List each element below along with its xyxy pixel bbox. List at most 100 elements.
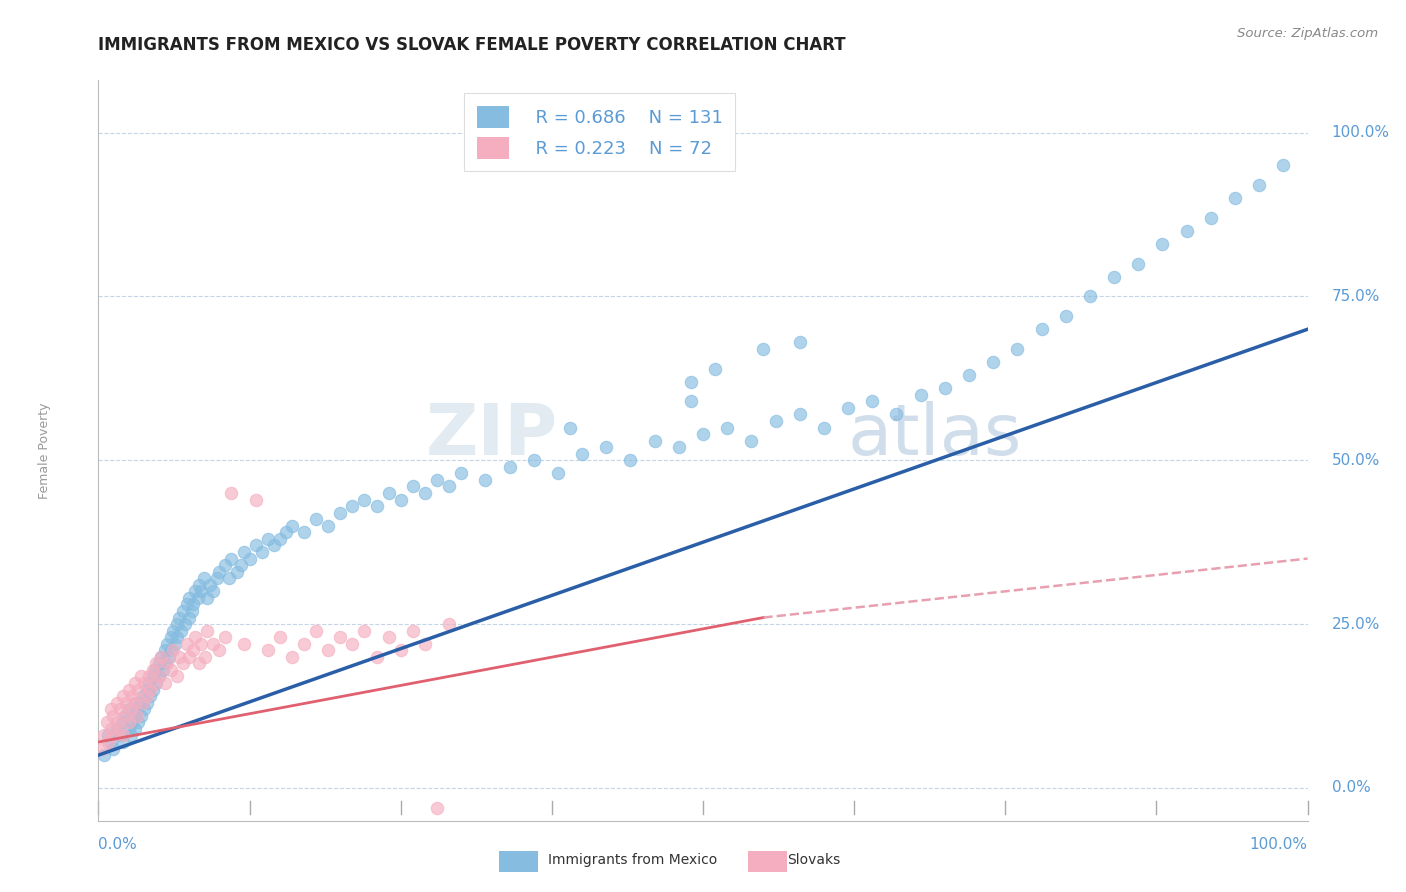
Point: [179, 591, 201, 605]
Point: [198, 578, 221, 592]
Point: [181, 598, 204, 612]
Point: [194, 649, 217, 664]
Point: [886, 408, 908, 422]
Point: [143, 663, 166, 677]
Point: [789, 335, 811, 350]
Point: [245, 539, 267, 553]
Point: [120, 729, 142, 743]
Point: [740, 434, 762, 448]
Point: [232, 545, 254, 559]
Point: [316, 518, 339, 533]
Text: 75.0%: 75.0%: [1331, 289, 1381, 304]
Point: [129, 708, 152, 723]
Point: [1152, 237, 1174, 252]
Point: [202, 584, 225, 599]
Point: [353, 492, 375, 507]
Text: 100.0%: 100.0%: [1250, 837, 1308, 852]
Point: [214, 630, 236, 644]
Point: [156, 657, 179, 671]
Point: [135, 696, 157, 710]
Point: [148, 669, 170, 683]
Point: [162, 643, 184, 657]
Point: [269, 630, 291, 644]
Text: ZIP: ZIP: [426, 401, 558, 470]
Point: [120, 702, 142, 716]
Point: [121, 715, 143, 730]
Point: [169, 610, 191, 624]
Point: [108, 729, 131, 743]
Point: [143, 676, 166, 690]
Point: [679, 375, 702, 389]
Point: [193, 571, 215, 585]
Point: [142, 669, 165, 683]
Point: [644, 434, 666, 448]
Point: [145, 676, 167, 690]
Point: [377, 630, 399, 644]
Point: [765, 414, 787, 428]
Point: [281, 518, 304, 533]
Point: [150, 649, 173, 664]
Point: [135, 689, 157, 703]
Point: [103, 729, 125, 743]
Point: [142, 663, 165, 677]
Point: [789, 408, 811, 422]
Point: [96, 715, 118, 730]
Text: Female Poverty: Female Poverty: [38, 402, 51, 499]
Point: [208, 643, 231, 657]
Point: [218, 571, 240, 585]
Text: atlas: atlas: [848, 401, 1022, 470]
Point: [101, 741, 124, 756]
Point: [250, 545, 273, 559]
Point: [187, 591, 209, 605]
Point: [127, 708, 149, 723]
Point: [111, 715, 134, 730]
Text: 100.0%: 100.0%: [1331, 125, 1389, 140]
Point: [704, 361, 727, 376]
Point: [232, 637, 254, 651]
Point: [619, 453, 641, 467]
Point: [160, 630, 183, 644]
Point: [129, 696, 152, 710]
Point: [124, 722, 146, 736]
Point: [156, 637, 179, 651]
Point: [127, 702, 149, 716]
Point: [221, 486, 243, 500]
Point: [389, 643, 412, 657]
Point: [366, 499, 388, 513]
Point: [413, 486, 436, 500]
Point: [187, 657, 209, 671]
Point: [129, 669, 152, 683]
Point: [127, 715, 149, 730]
Point: [316, 643, 339, 657]
Point: [402, 479, 425, 493]
Point: [132, 689, 155, 703]
Point: [118, 682, 141, 697]
Point: [93, 729, 115, 743]
Point: [132, 696, 155, 710]
Point: [202, 637, 225, 651]
Point: [138, 669, 160, 683]
Point: [172, 604, 194, 618]
Point: [329, 506, 352, 520]
Point: [108, 722, 131, 736]
Point: [1249, 178, 1271, 193]
Point: [180, 604, 202, 618]
Point: [1199, 211, 1222, 225]
Text: 25.0%: 25.0%: [1331, 616, 1381, 632]
Point: [162, 624, 184, 638]
Point: [134, 702, 156, 716]
Point: [256, 532, 278, 546]
Text: 0.0%: 0.0%: [1331, 780, 1371, 796]
Point: [152, 663, 174, 677]
Point: [860, 394, 883, 409]
Point: [134, 676, 156, 690]
Point: [353, 624, 375, 638]
Point: [97, 729, 120, 743]
Point: [148, 669, 170, 683]
Point: [558, 420, 581, 434]
Point: [226, 565, 249, 579]
Point: [292, 525, 315, 540]
Point: [813, 420, 835, 434]
Point: [184, 630, 207, 644]
Point: [1054, 309, 1077, 323]
